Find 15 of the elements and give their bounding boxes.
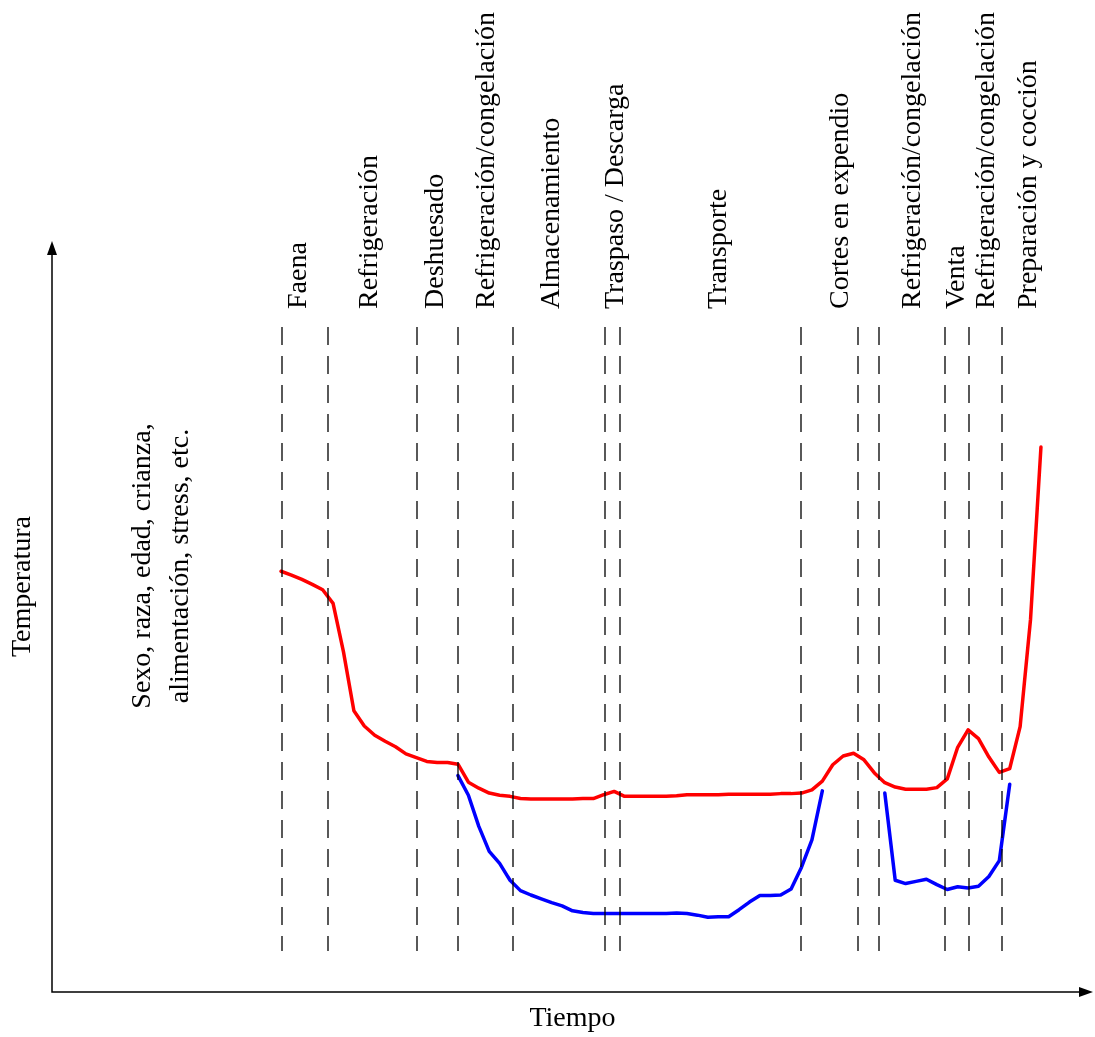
x-axis-title: Tiempo xyxy=(529,1001,616,1033)
text: Transporte xyxy=(701,188,733,309)
text: Refrigeración xyxy=(352,155,384,309)
y-axis-title: Temperatura xyxy=(5,515,37,658)
text: Venta xyxy=(939,244,971,309)
text: Almacenamiento xyxy=(534,117,566,309)
text: Refrigeración/congelación xyxy=(469,12,501,309)
text: Faena xyxy=(281,241,313,309)
text: Cortes en expendio xyxy=(823,92,855,309)
text: Refrigeración/congelación xyxy=(895,12,927,309)
text: Traspaso / Descarga xyxy=(598,82,630,309)
text: Refrigeración/congelación xyxy=(969,12,1001,309)
annotation: Sexo, raza, edad, crianza, alimentación, stress, etc. xyxy=(125,423,195,709)
text: Deshuesado xyxy=(418,173,450,309)
text: Preparación y cocción xyxy=(1011,60,1043,309)
